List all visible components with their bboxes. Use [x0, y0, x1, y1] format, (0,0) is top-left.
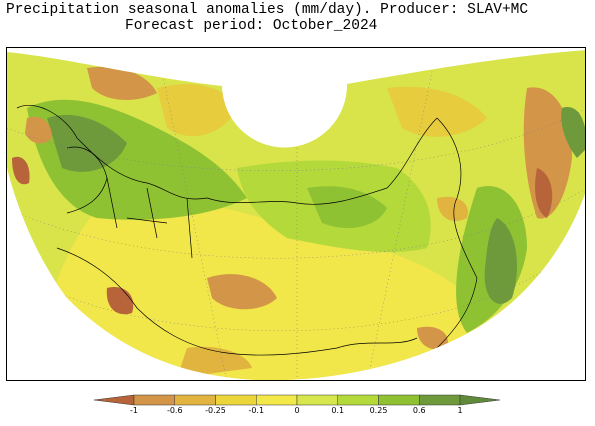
colorbar-cell [459, 394, 500, 406]
colorbar-tick-label: -0.25 [205, 406, 226, 415]
colorbar-cell [174, 394, 216, 406]
colorbar-tick-label: 0 [294, 406, 300, 415]
colorbar-tick-label: 0.1 [331, 406, 345, 415]
colorbar-cell [378, 394, 420, 406]
colorbar-tick-label: 0.25 [369, 406, 388, 415]
colorbar-tick-label: -0.6 [166, 406, 183, 415]
colorbar-cell [296, 394, 338, 406]
colorbar-cell [337, 394, 379, 406]
map-frame [6, 47, 586, 381]
colorbar [94, 394, 500, 406]
anomaly-field [7, 50, 585, 380]
colorbar-cell [256, 394, 298, 406]
colorbar-cell [94, 394, 135, 406]
colorbar-cell [419, 394, 461, 406]
colorbar-cell [133, 394, 175, 406]
forecast-period: Forecast period: October_2024 [125, 18, 378, 34]
colorbar-tick-label: 1 [457, 406, 463, 415]
colorbar-tick-label: -1 [130, 406, 138, 415]
anomaly-map [7, 50, 585, 380]
map-title: Precipitation seasonal anomalies (mm/day… [6, 2, 529, 18]
colorbar-tick-label: 0.6 [412, 406, 426, 415]
colorbar-cell [215, 394, 257, 406]
colorbar-tick-label: -0.1 [248, 406, 265, 415]
